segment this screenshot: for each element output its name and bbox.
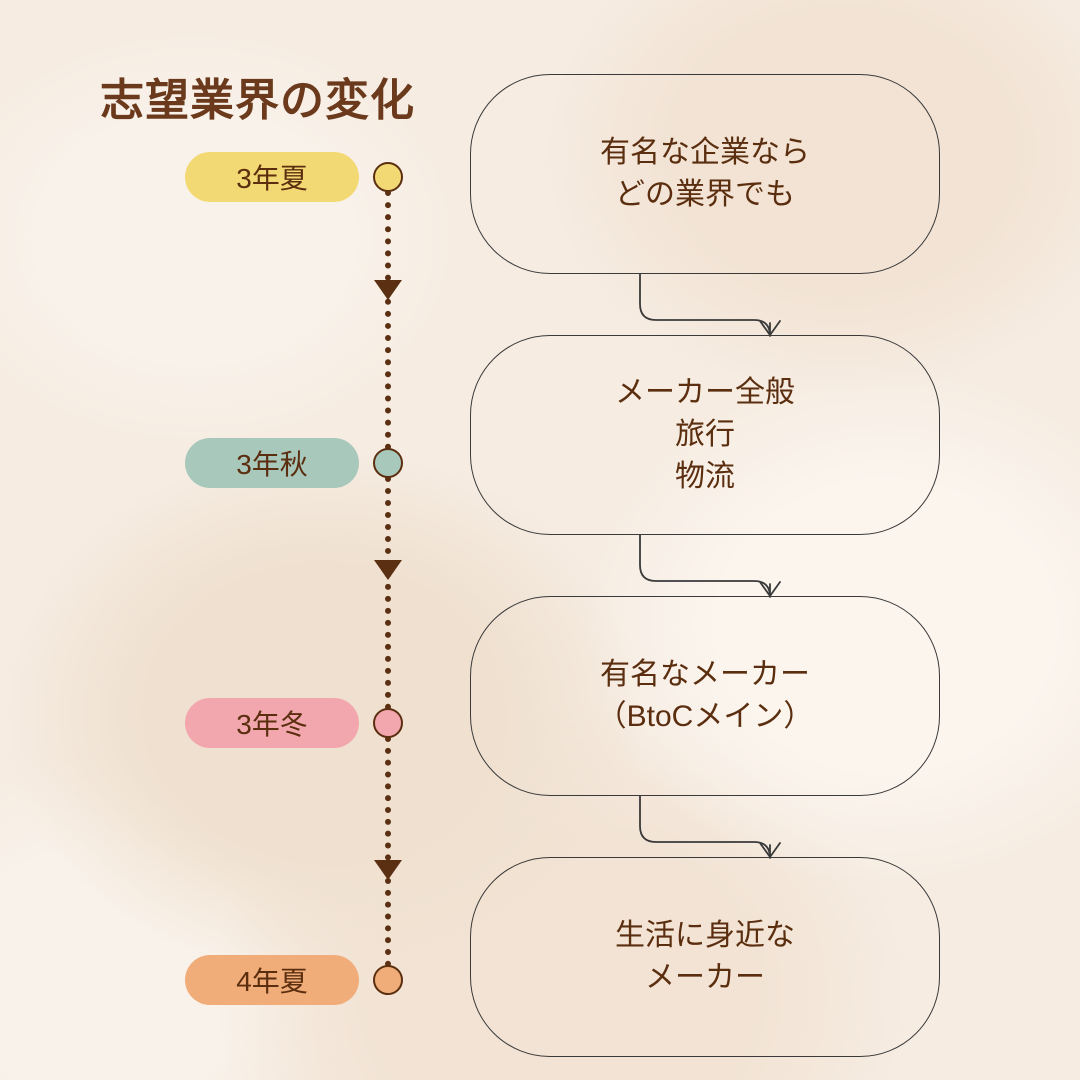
bubble-b4: 生活に身近なメーカー [470, 857, 940, 1057]
bubble-b1: 有名な企業ならどの業界でも [470, 74, 940, 274]
period-pill-p2: 3年秋 [185, 438, 359, 488]
timeline-arrowhead [374, 280, 402, 300]
period-pill-p4: 4年夏 [185, 955, 359, 1005]
bubble-line: 有名なメーカー [600, 654, 810, 696]
timeline-dot-p4 [373, 965, 403, 995]
period-label: 3年夏 [236, 157, 308, 197]
timeline-segment [385, 190, 391, 450]
bubble-line: メーカー全般 [615, 372, 795, 414]
bubble-b3: 有名なメーカー（BtoCメイン） [470, 596, 940, 796]
timeline-arrowhead [374, 560, 402, 580]
bubble-line: どの業界でも [615, 174, 795, 216]
period-label: 3年冬 [236, 703, 308, 743]
bubble-connector [460, 790, 950, 863]
period-label: 3年秋 [236, 443, 308, 483]
page-title: 志望業界の変化 [100, 64, 415, 128]
period-label: 4年夏 [236, 960, 308, 1000]
bubble-line: 有名な企業なら [600, 132, 810, 174]
timeline-segment [385, 736, 391, 967]
timeline-segment [385, 476, 391, 710]
timeline-dot-p3 [373, 708, 403, 738]
bubble-connector [460, 268, 950, 341]
bubble-connector [460, 529, 950, 602]
bubble-line: （BtoCメイン） [597, 696, 814, 738]
timeline-dot-p1 [373, 162, 403, 192]
bubble-line: 生活に身近な [615, 915, 795, 957]
timeline-dot-p2 [373, 448, 403, 478]
bubble-b2: メーカー全般旅行物流 [470, 335, 940, 535]
bubble-line: 物流 [675, 456, 735, 498]
bubble-line: メーカー [645, 957, 765, 999]
timeline-arrowhead [374, 860, 402, 880]
period-pill-p3: 3年冬 [185, 698, 359, 748]
bubble-line: 旅行 [675, 414, 735, 456]
period-pill-p1: 3年夏 [185, 152, 359, 202]
